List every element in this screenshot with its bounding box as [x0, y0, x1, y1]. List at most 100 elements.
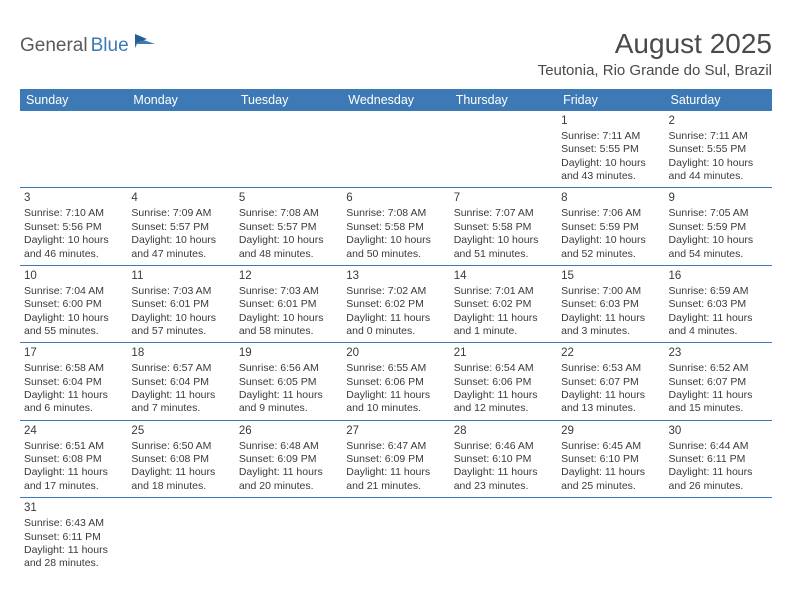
flag-icon	[135, 34, 157, 57]
sunset-text: Sunset: 6:06 PM	[454, 376, 553, 389]
daylight-text: Daylight: 10 hours	[454, 234, 553, 247]
daylight-text: Daylight: 11 hours	[239, 466, 338, 479]
sunset-text: Sunset: 6:08 PM	[24, 453, 123, 466]
calendar-cell: 24Sunrise: 6:51 AMSunset: 6:08 PMDayligh…	[20, 420, 127, 497]
daylight-text: and 13 minutes.	[561, 402, 660, 415]
sunset-text: Sunset: 6:02 PM	[454, 298, 553, 311]
header-row: GeneralBlue August 2025 Teutonia, Rio Gr…	[20, 28, 772, 79]
daylight-text: and 50 minutes.	[346, 248, 445, 261]
daylight-text: Daylight: 11 hours	[346, 389, 445, 402]
day-number: 13	[346, 269, 445, 284]
daylight-text: and 25 minutes.	[561, 480, 660, 493]
sunset-text: Sunset: 6:08 PM	[131, 453, 230, 466]
calendar-cell: 31Sunrise: 6:43 AMSunset: 6:11 PMDayligh…	[20, 498, 127, 575]
calendar-row: 31Sunrise: 6:43 AMSunset: 6:11 PMDayligh…	[20, 498, 772, 575]
sunset-text: Sunset: 6:06 PM	[346, 376, 445, 389]
sunrise-text: Sunrise: 6:45 AM	[561, 440, 660, 453]
sunrise-text: Sunrise: 6:47 AM	[346, 440, 445, 453]
daylight-text: and 57 minutes.	[131, 325, 230, 338]
day-number: 28	[454, 424, 553, 439]
day-number: 19	[239, 346, 338, 361]
sunrise-text: Sunrise: 6:48 AM	[239, 440, 338, 453]
daylight-text: Daylight: 10 hours	[669, 234, 768, 247]
day-number: 31	[24, 501, 123, 516]
daylight-text: and 43 minutes.	[561, 170, 660, 183]
calendar-cell: 29Sunrise: 6:45 AMSunset: 6:10 PMDayligh…	[557, 420, 664, 497]
daylight-text: Daylight: 11 hours	[24, 466, 123, 479]
daylight-text: and 18 minutes.	[131, 480, 230, 493]
sunrise-text: Sunrise: 6:59 AM	[669, 285, 768, 298]
daylight-text: Daylight: 11 hours	[131, 466, 230, 479]
sunset-text: Sunset: 5:58 PM	[346, 221, 445, 234]
day-number: 16	[669, 269, 768, 284]
daylight-text: Daylight: 11 hours	[454, 466, 553, 479]
daylight-text: Daylight: 11 hours	[239, 389, 338, 402]
sunrise-text: Sunrise: 7:05 AM	[669, 207, 768, 220]
calendar-cell: 10Sunrise: 7:04 AMSunset: 6:00 PMDayligh…	[20, 265, 127, 342]
calendar-page: GeneralBlue August 2025 Teutonia, Rio Gr…	[0, 0, 792, 575]
day-number: 27	[346, 424, 445, 439]
daylight-text: and 15 minutes.	[669, 402, 768, 415]
sunset-text: Sunset: 6:05 PM	[239, 376, 338, 389]
day-number: 26	[239, 424, 338, 439]
calendar-cell	[20, 111, 127, 188]
sunrise-text: Sunrise: 7:09 AM	[131, 207, 230, 220]
daylight-text: Daylight: 10 hours	[561, 157, 660, 170]
sunset-text: Sunset: 6:02 PM	[346, 298, 445, 311]
day-number: 5	[239, 191, 338, 206]
day-number: 4	[131, 191, 230, 206]
day-header: Wednesday	[342, 89, 449, 111]
sunset-text: Sunset: 6:09 PM	[239, 453, 338, 466]
location-text: Teutonia, Rio Grande do Sul, Brazil	[538, 62, 772, 79]
daylight-text: and 55 minutes.	[24, 325, 123, 338]
sunset-text: Sunset: 6:11 PM	[24, 531, 123, 544]
daylight-text: and 48 minutes.	[239, 248, 338, 261]
calendar-cell	[665, 498, 772, 575]
daylight-text: Daylight: 10 hours	[346, 234, 445, 247]
sunrise-text: Sunrise: 7:03 AM	[239, 285, 338, 298]
title-block: August 2025 Teutonia, Rio Grande do Sul,…	[538, 28, 772, 79]
sunset-text: Sunset: 6:04 PM	[131, 376, 230, 389]
sunrise-text: Sunrise: 7:02 AM	[346, 285, 445, 298]
sunrise-text: Sunrise: 6:56 AM	[239, 362, 338, 375]
daylight-text: and 0 minutes.	[346, 325, 445, 338]
daylight-text: Daylight: 11 hours	[24, 544, 123, 557]
calendar-cell: 2Sunrise: 7:11 AMSunset: 5:55 PMDaylight…	[665, 111, 772, 188]
calendar-cell	[557, 498, 664, 575]
day-header: Tuesday	[235, 89, 342, 111]
calendar-cell	[127, 111, 234, 188]
calendar-cell: 5Sunrise: 7:08 AMSunset: 5:57 PMDaylight…	[235, 188, 342, 265]
calendar-cell: 15Sunrise: 7:00 AMSunset: 6:03 PMDayligh…	[557, 265, 664, 342]
calendar-cell	[127, 498, 234, 575]
calendar-cell	[342, 498, 449, 575]
sunset-text: Sunset: 5:56 PM	[24, 221, 123, 234]
daylight-text: Daylight: 11 hours	[24, 389, 123, 402]
sunrise-text: Sunrise: 6:44 AM	[669, 440, 768, 453]
sunrise-text: Sunrise: 6:46 AM	[454, 440, 553, 453]
day-header-row: Sunday Monday Tuesday Wednesday Thursday…	[20, 89, 772, 111]
day-header: Saturday	[665, 89, 772, 111]
day-header: Friday	[557, 89, 664, 111]
sunrise-text: Sunrise: 6:57 AM	[131, 362, 230, 375]
day-number: 14	[454, 269, 553, 284]
sunset-text: Sunset: 5:55 PM	[669, 143, 768, 156]
sunrise-text: Sunrise: 7:10 AM	[24, 207, 123, 220]
calendar-cell: 22Sunrise: 6:53 AMSunset: 6:07 PMDayligh…	[557, 343, 664, 420]
daylight-text: Daylight: 11 hours	[346, 312, 445, 325]
sunrise-text: Sunrise: 7:08 AM	[239, 207, 338, 220]
calendar-cell	[235, 498, 342, 575]
month-title: August 2025	[538, 28, 772, 60]
sunrise-text: Sunrise: 7:06 AM	[561, 207, 660, 220]
sunrise-text: Sunrise: 6:52 AM	[669, 362, 768, 375]
calendar-cell: 3Sunrise: 7:10 AMSunset: 5:56 PMDaylight…	[20, 188, 127, 265]
daylight-text: Daylight: 11 hours	[454, 389, 553, 402]
daylight-text: and 51 minutes.	[454, 248, 553, 261]
daylight-text: and 58 minutes.	[239, 325, 338, 338]
day-number: 17	[24, 346, 123, 361]
sunrise-text: Sunrise: 6:54 AM	[454, 362, 553, 375]
daylight-text: and 46 minutes.	[24, 248, 123, 261]
calendar-cell: 6Sunrise: 7:08 AMSunset: 5:58 PMDaylight…	[342, 188, 449, 265]
daylight-text: Daylight: 11 hours	[454, 312, 553, 325]
calendar-cell: 27Sunrise: 6:47 AMSunset: 6:09 PMDayligh…	[342, 420, 449, 497]
day-number: 20	[346, 346, 445, 361]
